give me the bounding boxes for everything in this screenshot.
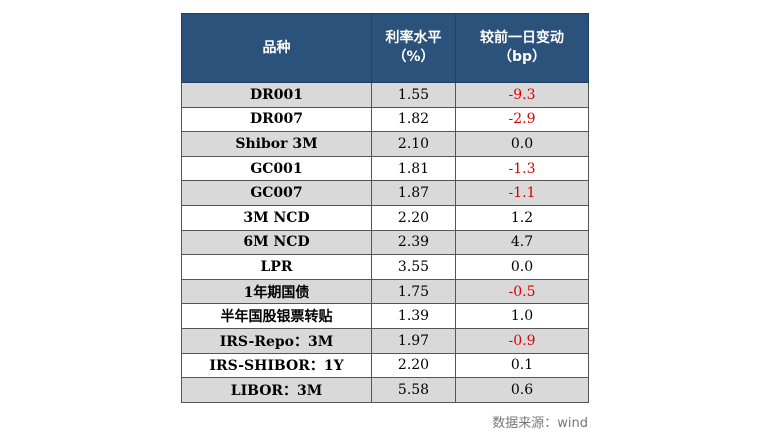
- row-name: DR001: [181, 82, 372, 108]
- row-rate: 1.55: [371, 82, 456, 108]
- row-rate: 1.81: [371, 155, 456, 182]
- header-change-unit: （bp）: [497, 49, 547, 65]
- data-source-note: 数据来源：wind: [492, 416, 588, 431]
- row-rate: 5.58: [371, 377, 456, 403]
- row-name: IRS-Repo：3M: [181, 327, 372, 354]
- row-name: 6M NCD: [181, 229, 372, 256]
- row-rate: 2.20: [371, 352, 456, 379]
- row-change: 0.6: [455, 377, 589, 403]
- row-name: LPR: [181, 254, 372, 280]
- row-change: -0.5: [455, 278, 589, 305]
- table-row: GC001 1.81 -1.3: [181, 155, 589, 182]
- row-name: 1年期国债: [181, 278, 372, 305]
- row-rate: 1.87: [371, 180, 456, 206]
- row-rate: 2.10: [371, 131, 456, 157]
- row-change: 1.2: [455, 204, 589, 231]
- row-rate: 2.39: [371, 229, 456, 256]
- row-name: 半年国股银票转贴: [181, 303, 372, 329]
- row-change: 4.7: [455, 229, 589, 256]
- header-rate-label: 利率水平: [385, 30, 442, 46]
- table-row: IRS-SHIBOR：1Y 2.20 0.1: [181, 352, 589, 379]
- table-row: 3M NCD 2.20 1.2: [181, 204, 589, 231]
- row-name: 3M NCD: [181, 204, 372, 231]
- row-rate: 3.55: [371, 254, 456, 280]
- row-rate: 1.39: [371, 303, 456, 329]
- table-row: 半年国股银票转贴 1.39 1.0: [181, 303, 589, 329]
- row-change: 0.0: [455, 254, 589, 280]
- header-variety: 品种: [181, 13, 372, 83]
- table-row: Shibor 3M 2.10 0.0: [181, 131, 589, 157]
- row-rate: 1.82: [371, 106, 456, 133]
- row-name: LIBOR：3M: [181, 377, 372, 403]
- row-rate: 1.97: [371, 327, 456, 354]
- row-change: -1.3: [455, 155, 589, 182]
- header-rate-level: 利率水平 （%）: [371, 13, 456, 83]
- row-change: -1.1: [455, 180, 589, 206]
- row-change: 0.0: [455, 131, 589, 157]
- table-row: 6M NCD 2.39 4.7: [181, 229, 589, 256]
- row-rate: 1.75: [371, 278, 456, 305]
- table-row: DR001 1.55 -9.3: [181, 82, 589, 108]
- table-row: GC007 1.87 -1.1: [181, 180, 589, 206]
- row-name: Shibor 3M: [181, 131, 372, 157]
- table-row: LPR 3.55 0.0: [181, 254, 589, 280]
- row-name: DR007: [181, 106, 372, 133]
- row-change: 1.0: [455, 303, 589, 329]
- table-row: IRS-Repo：3M 1.97 -0.9: [181, 327, 589, 354]
- row-change: -9.3: [455, 82, 589, 108]
- row-name: IRS-SHIBOR：1Y: [181, 352, 372, 379]
- row-change: -0.9: [455, 327, 589, 354]
- row-change: 0.1: [455, 352, 589, 379]
- table-row: 1年期国债 1.75 -0.5: [181, 278, 589, 305]
- table-header-row: 品种 利率水平 （%） 较前一日变动 （bp）: [181, 13, 589, 83]
- row-name: GC001: [181, 155, 372, 182]
- interest-rate-table: 品种 利率水平 （%） 较前一日变动 （bp） DR001 1.55 -9.3 DR…: [181, 13, 589, 403]
- table-row: DR007 1.82 -2.9: [181, 106, 589, 133]
- row-name: GC007: [181, 180, 372, 206]
- row-change: -2.9: [455, 106, 589, 133]
- header-daily-change: 较前一日变动 （bp）: [455, 13, 589, 83]
- table-row: LIBOR：3M 5.58 0.6: [181, 377, 589, 403]
- header-rate-unit: （%）: [392, 49, 435, 65]
- row-rate: 2.20: [371, 204, 456, 231]
- header-change-label: 较前一日变动: [480, 30, 564, 46]
